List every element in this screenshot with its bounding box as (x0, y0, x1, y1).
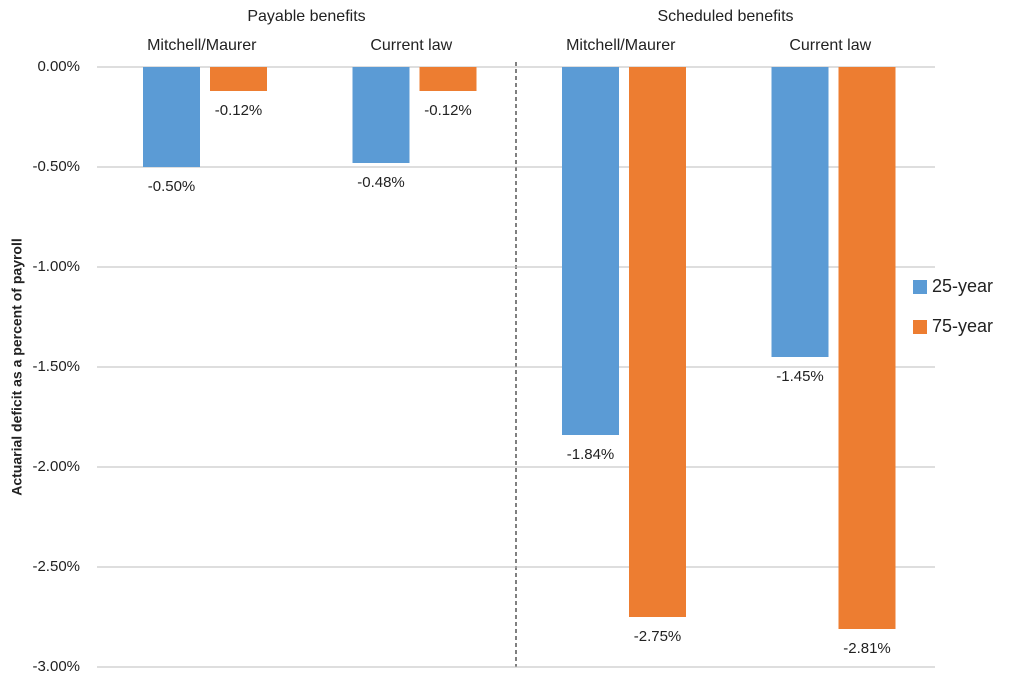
value-label: -1.45% (776, 368, 824, 385)
bar (838, 67, 896, 629)
bar (629, 67, 686, 617)
value-label: -0.12% (215, 102, 263, 119)
y-tick-label: -1.50% (32, 358, 80, 375)
value-label: -0.50% (148, 178, 196, 195)
bar (419, 67, 477, 91)
y-tick-label: -3.00% (32, 658, 80, 675)
y-tick-label: -1.00% (32, 258, 80, 275)
legend-label: 75-year (932, 316, 993, 336)
y-tick-label: -0.50% (32, 158, 80, 175)
y-tick-label: -2.00% (32, 458, 80, 475)
bar (210, 67, 267, 91)
x-tick-label: Current law (370, 37, 452, 54)
x-tick-label: Mitchell/Maurer (566, 37, 676, 54)
value-label: -1.84% (567, 446, 615, 463)
bar (143, 67, 200, 167)
bar (352, 67, 410, 163)
value-label: -2.75% (634, 628, 682, 645)
x-tick-label: Mitchell/Maurer (147, 37, 257, 54)
y-axis-label: Actuarial deficit as a percent of payrol… (9, 238, 25, 496)
bar (562, 67, 619, 435)
group-label: Payable benefits (247, 8, 365, 25)
legend-swatch (913, 280, 927, 294)
y-tick-label: 0.00% (37, 58, 80, 75)
value-label: -0.48% (357, 174, 405, 191)
x-tick-label: Current law (789, 37, 871, 54)
value-label: -0.12% (424, 102, 472, 119)
group-label: Scheduled benefits (657, 8, 793, 25)
y-tick-label: -2.50% (32, 558, 80, 575)
bar (771, 67, 829, 357)
legend-swatch (913, 320, 927, 334)
value-label: -2.81% (843, 640, 891, 657)
legend-label: 25-year (932, 276, 993, 296)
